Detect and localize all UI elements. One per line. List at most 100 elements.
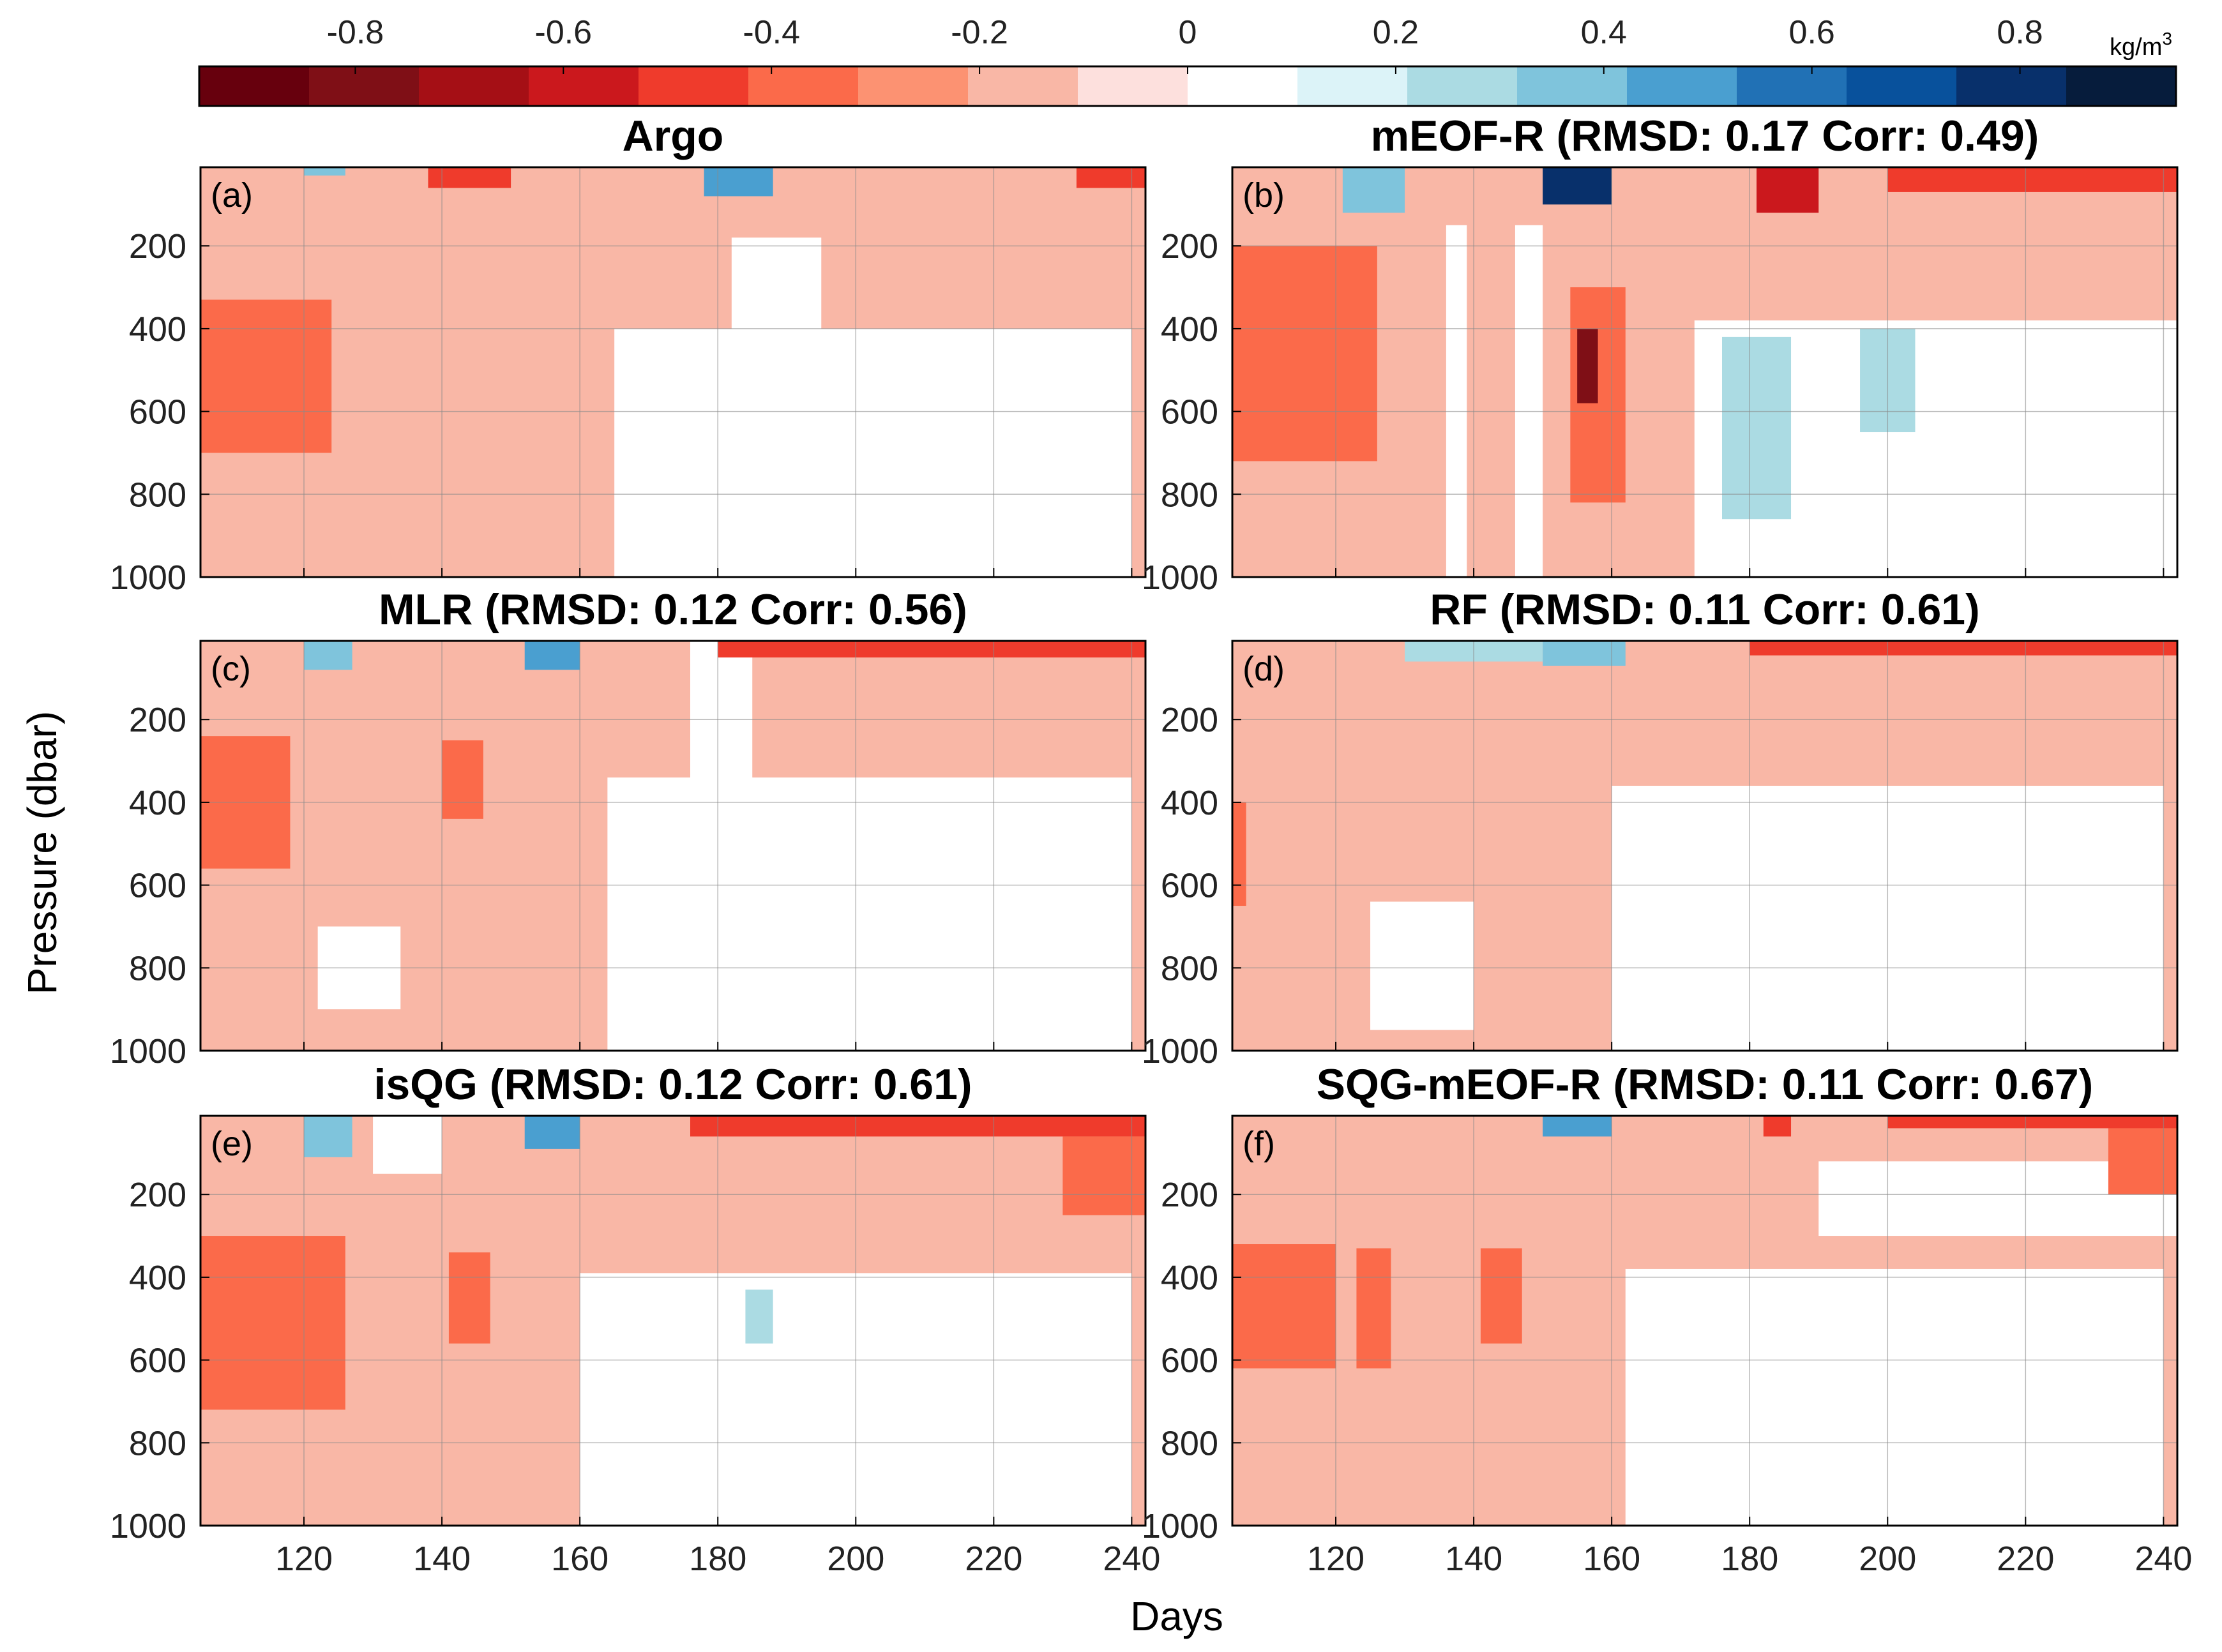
- colorbar-cell: [1737, 66, 1847, 106]
- anomaly-patch: [1577, 328, 1598, 403]
- x-tick-label: 120: [1307, 1540, 1364, 1578]
- y-tick-label: 400: [1161, 784, 1218, 822]
- colorbar-tick-label: -0.2: [951, 14, 1008, 51]
- panel-e: 200 400 600 800 1000 120 140 160 180 200 220 240 (e)…: [110, 1060, 1161, 1578]
- colorbar-tick-label: 0.2: [1373, 14, 1419, 51]
- y-tick-label: 600: [129, 393, 186, 432]
- anomaly-patch: [614, 328, 1132, 577]
- colorbar-cell: [639, 66, 749, 106]
- anomaly-patch: [1370, 901, 1474, 1030]
- colorbar-cell: [748, 66, 859, 106]
- y-tick-label: 1000: [1142, 559, 1218, 597]
- panel-label: (b): [1243, 176, 1285, 214]
- panel-d: 200 400 600 800 1000 (d) RF (RMSD: 0.11 Corr: …: [1142, 585, 2179, 1070]
- y-tick-label: 1000: [110, 1507, 186, 1545]
- anomaly-patch: [1543, 641, 1626, 666]
- panel-a: 200 400 600 800 1000 (a) Argo: [110, 112, 1147, 597]
- colorbar-cell: [1297, 66, 1408, 106]
- anomaly-field: [1232, 641, 2177, 1051]
- anomaly-field: [1232, 1116, 2177, 1526]
- anomaly-patch: [1543, 1116, 1612, 1137]
- panel-b: 200 400 600 800 1000 (b) mEOF-R (RMSD: 0.17 Co…: [1142, 112, 2179, 597]
- anomaly-patch: [304, 167, 345, 176]
- anomaly-patch: [524, 641, 580, 670]
- panel-frame: [199, 166, 1147, 578]
- colorbar-tick-label: 0.8: [1997, 14, 2043, 51]
- panel-label: (e): [211, 1125, 253, 1163]
- y-axis-title: Pressure (dbar): [19, 711, 65, 995]
- anomaly-patch: [1062, 1136, 1145, 1215]
- panel-frame: [1231, 166, 2179, 578]
- x-tick-label: 140: [1445, 1540, 1502, 1578]
- anomaly-patch: [704, 167, 773, 197]
- colorbar-tick-label: 0.6: [1789, 14, 1835, 51]
- anomaly-patch: [690, 641, 753, 777]
- x-tick-label: 160: [551, 1540, 608, 1578]
- anomaly-field: [200, 1116, 1145, 1526]
- anomaly-patch: [1887, 1116, 2177, 1129]
- gridlines: [200, 1116, 1145, 1526]
- x-tick-label: 240: [1103, 1540, 1160, 1578]
- y-tick-label: 600: [129, 1342, 186, 1380]
- y-tick-label: 400: [129, 1259, 186, 1297]
- colorbar-cell: [1517, 66, 1628, 106]
- anomaly-patch: [524, 1116, 580, 1149]
- colorbar-cell: [858, 66, 969, 106]
- panel-label: (c): [211, 650, 251, 688]
- panel-title: mEOF-R (RMSD: 0.17 Corr: 0.49): [1371, 112, 2039, 160]
- y-tick-label: 400: [129, 784, 186, 822]
- panel-title: RF (RMSD: 0.11 Corr: 0.61): [1430, 585, 1980, 634]
- anomaly-patch: [428, 167, 511, 188]
- anomaly-patch: [1232, 246, 1377, 462]
- y-tick-label: 600: [129, 867, 186, 905]
- x-tick-label: 200: [1859, 1540, 1916, 1578]
- anomaly-patch: [1625, 1268, 2164, 1526]
- anomaly-patch: [1763, 1116, 1792, 1137]
- y-tick-label: 200: [1161, 227, 1218, 266]
- y-tick-label: 600: [1161, 1342, 1218, 1380]
- y-tick-label: 800: [129, 949, 186, 987]
- colorbar-cell: [1956, 66, 2067, 106]
- colorbar-cell: [1627, 66, 1737, 106]
- anomaly-patch: [1722, 336, 1792, 520]
- y-tick-label: 400: [1161, 310, 1218, 349]
- anomaly-patch: [200, 1236, 345, 1410]
- y-tick-label: 1000: [110, 1032, 186, 1070]
- panel-frame: [199, 640, 1147, 1052]
- anomaly-patch: [1515, 225, 1543, 577]
- y-tick-label: 200: [129, 1176, 186, 1214]
- panel-frame: [1231, 640, 2179, 1052]
- anomaly-patch: [1543, 167, 1612, 205]
- y-tick-label: 1000: [1142, 1507, 1218, 1545]
- y-tick-label: 1000: [1142, 1032, 1218, 1070]
- anomaly-patch: [1750, 641, 2177, 656]
- colorbar-cell: [199, 66, 310, 106]
- anomaly-patch: [1356, 1248, 1391, 1369]
- colorbar-cell: [2066, 66, 2177, 106]
- anomaly-patch: [200, 299, 332, 453]
- anomaly-patch: [442, 740, 483, 819]
- colorbar-tick-label: -0.4: [743, 14, 800, 51]
- y-tick-label: 800: [1161, 476, 1218, 514]
- anomaly-patch: [1232, 802, 1246, 906]
- anomaly-patch: [731, 237, 822, 337]
- panel-title: MLR (RMSD: 0.12 Corr: 0.56): [379, 585, 967, 634]
- anomaly-patch: [373, 1116, 442, 1174]
- x-tick-label: 220: [1997, 1540, 2054, 1578]
- anomaly-patch: [690, 1116, 1145, 1137]
- anomaly-patch: [1757, 167, 1819, 213]
- panel-title: SQG-mEOF-R (RMSD: 0.11 Corr: 0.67): [1317, 1060, 2094, 1109]
- y-tick-label: 800: [1161, 949, 1218, 987]
- y-tick-label: 1000: [110, 559, 186, 597]
- anomaly-patch: [1480, 1248, 1522, 1344]
- y-tick-label: 200: [1161, 701, 1218, 739]
- colorbar-tick-label: 0: [1179, 14, 1197, 51]
- anomaly-patch: [304, 641, 352, 670]
- y-tick-label: 800: [1161, 1424, 1218, 1462]
- anomaly-patch: [2108, 1128, 2177, 1195]
- anomaly-patch: [1232, 1244, 1336, 1369]
- colorbar-cell: [1407, 66, 1518, 106]
- anomaly-patch: [1887, 167, 2177, 192]
- anomaly-patch: [1076, 167, 1145, 188]
